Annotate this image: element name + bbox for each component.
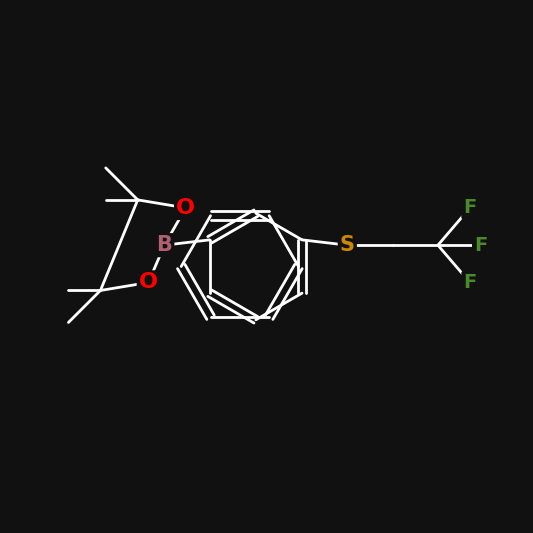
Text: B: B (157, 235, 172, 255)
Text: S: S (340, 235, 355, 255)
Text: F: F (463, 198, 477, 217)
Text: F: F (463, 273, 477, 292)
Text: O: O (139, 272, 158, 293)
Text: F: F (474, 236, 487, 255)
Text: O: O (176, 198, 195, 218)
